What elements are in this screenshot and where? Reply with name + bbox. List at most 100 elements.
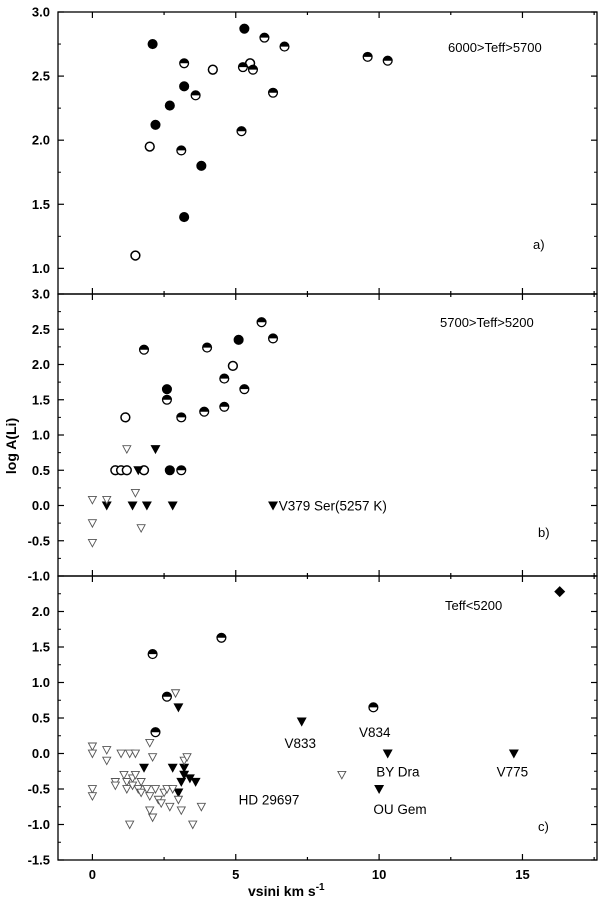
data-point-filled-triangle — [150, 445, 161, 455]
y-tick-label: -1.0 — [28, 817, 50, 832]
data-point-open-triangle — [87, 519, 98, 529]
y-tick-label: 2.5 — [32, 69, 50, 84]
star-annotation: OU Gem — [373, 802, 426, 817]
x-axis-title: vsini km s-1 — [248, 882, 325, 899]
half-circle-fill — [151, 727, 160, 733]
star-annotation: V379 Ser(5257 K) — [279, 499, 387, 514]
data-point-filled-triangle — [176, 777, 187, 787]
data-point-half-circle — [219, 401, 230, 412]
data-point-filled-circle — [147, 38, 158, 50]
y-tick-label: 3.0 — [32, 5, 50, 20]
data-point-filled-circle — [164, 465, 175, 476]
data-point-open-triangle — [165, 802, 175, 812]
data-point-filled-triangle — [127, 501, 138, 511]
data-point-filled-triangle — [296, 717, 307, 727]
data-point-open-triangle — [119, 770, 129, 780]
data-point-half-circle — [176, 465, 187, 476]
data-point-half-circle — [267, 333, 279, 344]
x-tick-label: 10 — [372, 867, 386, 882]
data-point-open-triangle — [182, 753, 192, 762]
data-point-half-circle — [362, 51, 373, 62]
data-point-open-triangle — [147, 753, 158, 762]
data-point-half-circle — [150, 727, 161, 738]
data-point-half-circle — [179, 58, 190, 69]
panel-2: -1.0 -0.5 0.0 0.5 1.0 1.5 2.0 2.5 3.0 5700>Teff>5… — [28, 287, 598, 584]
data-point-open-triangle — [144, 792, 155, 802]
half-circle-fill — [383, 56, 393, 61]
half-circle-fill — [162, 395, 172, 400]
half-circle-fill — [202, 343, 212, 348]
data-point-filled-circle — [150, 119, 161, 130]
data-point-half-circle — [138, 344, 150, 355]
data-point-filled-triangle — [268, 501, 279, 511]
data-point-filled-circle — [239, 23, 250, 34]
data-point-open-triangle — [130, 770, 141, 780]
data-point-open-circle — [144, 141, 155, 152]
data-point-open-triangle — [337, 770, 347, 780]
data-point-filled-circle — [233, 334, 244, 345]
half-circle-fill — [260, 33, 269, 38]
half-circle-fill — [148, 649, 158, 655]
data-point-half-circle — [236, 126, 247, 137]
data-point-filled-circle — [161, 384, 172, 395]
star-annotation: BY Dra — [376, 764, 420, 779]
data-point-half-circle — [202, 342, 213, 353]
x-tick-label: 5 — [232, 867, 239, 882]
y-tick-label: 2.0 — [32, 133, 50, 148]
half-circle-fill — [176, 465, 186, 471]
data-point-open-triangle — [87, 496, 98, 505]
data-point-half-circle — [256, 317, 267, 328]
half-circle-fill — [257, 317, 266, 323]
x-tick-label: 0 — [89, 867, 96, 882]
data-point-filled-triangle — [167, 501, 178, 511]
data-point-open-triangle — [122, 445, 132, 455]
data-point-filled-diamond — [554, 586, 566, 598]
panel-frame — [57, 293, 598, 577]
data-point-open-triangle — [144, 739, 155, 748]
panel-condition: 5700>Teff>5200 — [440, 315, 534, 330]
data-point-open-triangle — [101, 496, 112, 505]
data-point-open-triangle — [170, 689, 181, 699]
data-point-open-triangle — [87, 792, 98, 802]
star-annotation: HD 29697 — [239, 793, 300, 808]
data-point-open-triangle — [136, 788, 146, 798]
half-circle-fill — [176, 412, 186, 418]
data-point-filled-triangle — [508, 749, 519, 759]
data-point-open-triangle — [142, 785, 152, 794]
data-point-filled-circle — [164, 100, 175, 111]
data-point-open-circle — [130, 250, 141, 261]
data-point-open-triangle — [122, 785, 132, 794]
x-axis-title-text: vsini km s — [248, 883, 316, 899]
half-circle-fill — [268, 334, 278, 339]
y-tick-label: 1.5 — [32, 197, 50, 212]
y-tick-label: 0.0 — [32, 746, 50, 761]
data-point-open-triangle — [87, 539, 98, 548]
data-point-half-circle — [216, 632, 227, 643]
data-point-half-circle — [147, 649, 158, 660]
data-point-open-triangle — [124, 749, 135, 759]
data-point-half-circle — [239, 384, 250, 395]
data-point-open-triangle — [187, 820, 198, 830]
data-point-open-triangle — [130, 749, 141, 759]
panel-label: b) — [538, 525, 550, 540]
data-point-filled-triangle — [190, 777, 201, 787]
half-circle-fill — [139, 345, 149, 350]
x-tick-label: 15 — [515, 867, 529, 882]
data-point-open-triangle — [124, 820, 135, 830]
data-point-open-triangle — [136, 524, 146, 534]
half-circle-fill — [176, 146, 186, 151]
plot-layer: 1.0 1.5 2.0 2.5 3.0 6000>Teff>5700 a) -1.0 -0.5 0… — [28, 5, 598, 882]
data-point-open-triangle — [147, 813, 158, 823]
panel-condition: Teff<5200 — [445, 598, 502, 613]
data-point-open-triangle — [101, 756, 112, 766]
data-point-open-triangle — [162, 785, 172, 794]
y-axis-title: log A(Li) — [3, 418, 19, 474]
data-point-open-triangle — [144, 806, 155, 816]
data-point-half-circle — [279, 41, 290, 52]
y-tick-label: 0.5 — [32, 463, 50, 478]
data-point-open-triangle — [136, 778, 146, 787]
y-tick-label: 1.5 — [32, 640, 50, 655]
data-point-open-circle — [121, 465, 132, 476]
data-point-half-circle — [219, 373, 230, 384]
data-point-filled-circle — [179, 212, 190, 223]
